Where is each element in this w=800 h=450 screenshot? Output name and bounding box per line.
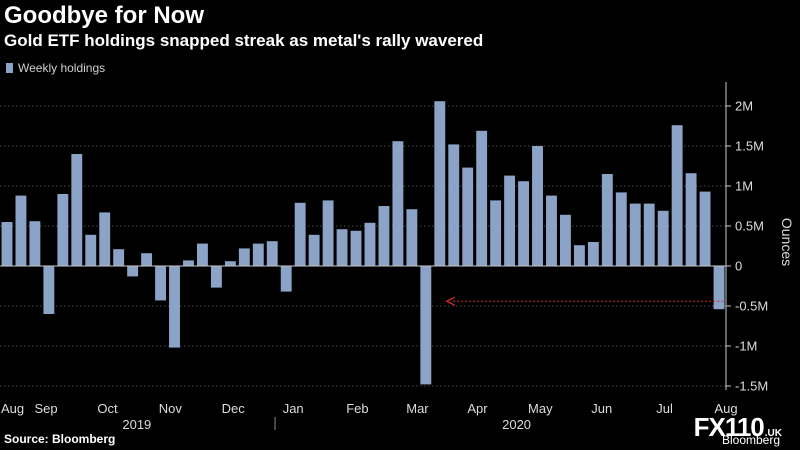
y-tick-label: 2M	[735, 99, 753, 114]
bar	[392, 141, 404, 266]
x-month-label: Aug	[1, 401, 24, 416]
bar	[657, 210, 669, 266]
bar	[336, 229, 348, 266]
bar	[518, 181, 530, 266]
x-year-label: 2019	[122, 417, 151, 432]
y-axis-title: Ounces	[779, 218, 795, 266]
bar	[546, 195, 557, 266]
x-month-label: Oct	[97, 401, 118, 416]
bar	[127, 266, 139, 277]
watermark-logo: FX110	[693, 412, 765, 442]
chart-title: Goodbye for Now	[4, 2, 204, 29]
bar	[685, 173, 697, 266]
bar	[601, 174, 613, 266]
y-tick-label: 0.5M	[735, 219, 764, 234]
y-tick-label: 1.5M	[735, 139, 764, 154]
bar	[71, 154, 83, 266]
bar	[57, 194, 69, 266]
x-month-label: Jan	[283, 401, 304, 416]
bar	[141, 253, 153, 266]
bar	[43, 266, 55, 314]
bloomberg-logo: Bloomberg	[721, 433, 780, 447]
x-month-label: Jul	[656, 401, 673, 416]
bar	[699, 191, 711, 266]
bar	[406, 209, 418, 266]
x-month-label: Jun	[591, 401, 612, 416]
legend-swatch	[6, 63, 13, 73]
bar	[643, 203, 655, 266]
bar	[113, 249, 125, 266]
bar	[238, 248, 250, 266]
bar	[252, 243, 264, 266]
bar	[350, 230, 362, 266]
bar	[294, 202, 306, 266]
bar	[462, 167, 474, 266]
bar	[476, 130, 488, 266]
source-note: Source: Bloomberg	[4, 432, 116, 446]
x-year-label: 2020	[502, 417, 531, 432]
bar	[99, 212, 111, 266]
bar	[434, 101, 446, 266]
x-month-label: Aug	[714, 401, 737, 416]
y-tick-label: -1M	[735, 339, 757, 354]
x-month-label: Sep	[35, 401, 58, 416]
bar	[169, 266, 180, 348]
bar	[266, 241, 278, 266]
watermark: FX110 .UK	[694, 412, 782, 443]
bar	[15, 195, 27, 266]
bar	[504, 175, 516, 266]
bar	[196, 243, 208, 266]
bar	[29, 221, 41, 266]
bar	[183, 260, 194, 266]
x-month-label: Apr	[467, 401, 488, 416]
bar	[155, 266, 167, 301]
x-month-label: Nov	[159, 401, 183, 416]
bar	[629, 203, 641, 266]
x-month-label: Dec	[222, 401, 246, 416]
bar	[224, 261, 236, 266]
bar	[378, 206, 390, 266]
bar	[615, 192, 627, 266]
bar	[573, 245, 585, 266]
chart-subtitle: Gold ETF holdings snapped streak as meta…	[4, 31, 484, 50]
bar	[1, 222, 13, 266]
bar	[490, 200, 502, 266]
bar	[364, 222, 376, 266]
y-tick-label: 1M	[735, 179, 753, 194]
legend: Weekly holdings	[6, 61, 105, 75]
bar	[671, 125, 683, 266]
watermark-suffix: .UK	[764, 428, 782, 439]
y-tick-label: -0.5M	[735, 299, 768, 314]
y-tick-label: -1.5M	[735, 379, 768, 394]
x-month-label: Mar	[406, 401, 429, 416]
bar	[210, 266, 222, 288]
bar	[420, 266, 432, 385]
annotation-arrowhead	[445, 296, 456, 306]
bar	[85, 234, 97, 266]
bar	[587, 242, 599, 266]
bar	[280, 266, 292, 292]
x-month-label: May	[528, 401, 553, 416]
y-tick-label: 0	[735, 259, 742, 274]
legend-label: Weekly holdings	[18, 61, 106, 75]
bar	[559, 214, 571, 266]
bar	[308, 234, 320, 266]
bar	[532, 146, 543, 266]
bar	[448, 144, 460, 266]
bar	[322, 200, 334, 266]
bar	[713, 266, 725, 310]
x-month-label: Feb	[346, 401, 368, 416]
